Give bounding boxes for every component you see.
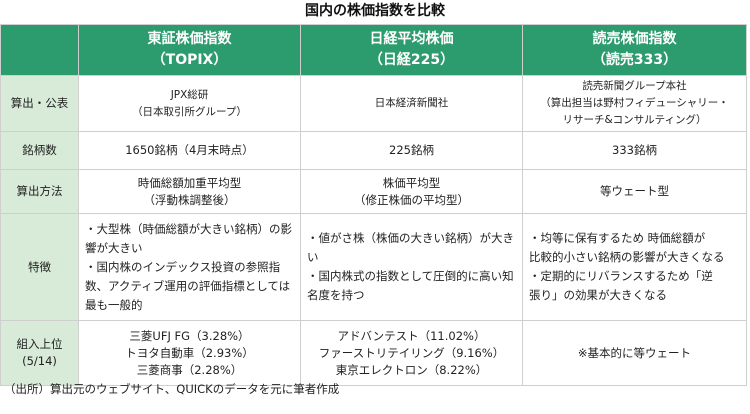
row-calculation-method: 算出方法 時価総額加重平均型 （浮動株調整後） 株価平均型 （修正株価の平均型）… (0, 169, 747, 214)
cell-line: （日本取引所グループ） (132, 105, 247, 118)
row-constituent-count: 銘柄数 1650銘柄（4月末時点） 225銘柄 333銘柄 (0, 131, 747, 170)
page-title: 国内の株価指数を比較 (305, 3, 445, 19)
cell-line: い (307, 250, 319, 264)
cell-line: ・均等に保有するため 時価総額が (529, 231, 706, 245)
cell-line: （算出担当は野村フィデューシャリー・ (540, 97, 729, 109)
header-nikkei: 日経平均株価 （日経225） (300, 24, 523, 76)
cell-line: 三菱商事（2.28%） (136, 362, 243, 377)
row-top-holdings: 組入上位 (5/14) 三菱UFJ FG（3.28%） トヨタ自動車（2.93%… (0, 320, 747, 386)
cell-line: アドバンテスト（11.02%） (337, 328, 486, 343)
cell-feature-nikkei: ・値がさ株（株価の大きい銘柄）が大き い ・国内株式の指数として圧倒的に高い知 … (300, 213, 523, 321)
cell-top-yomiuri: ※基本的に等ウェート (522, 320, 747, 386)
cell-line: 株価平均型 (382, 175, 441, 190)
source-note: （出所）算出元のウェブサイト、QUICKのデータを元に筆者作成 (4, 382, 340, 396)
cell-method-yomiuri: 等ウェート型 (522, 169, 747, 214)
cell-feature-yomiuri: ・均等に保有するため 時価総額が 比較的小さい銘柄の影響が大きくなる ・定期的に… (522, 213, 747, 321)
row-label-top: 組入上位 (5/14) (0, 320, 79, 386)
cell-feature-topix: ・大型株（時価総額が大きい銘柄）の影 響が大きい ・国内株のインデックス投資の参… (78, 213, 301, 321)
cell-line: 張り」の効果が大きくなる (529, 288, 667, 302)
header-nikkei-name: 日経平均株価 (369, 31, 454, 47)
cell-line: ・値がさ株（株価の大きい銘柄）が大き (307, 231, 514, 245)
cell-line: 名度を持つ (307, 288, 365, 302)
row-label-method: 算出方法 (0, 169, 79, 214)
header-yomiuri: 読売株価指数 （読売333） (522, 24, 747, 76)
header-nikkei-abbr: （日経225） (368, 52, 455, 68)
row-label-count: 銘柄数 (0, 131, 79, 170)
row-label-line: 組入上位 (16, 337, 63, 351)
cell-calc-yomiuri: 読売新聞グループ本社 （算出担当は野村フィデューシャリー・ リサーチ&コンサルテ… (522, 75, 747, 132)
cell-count-topix: 1650銘柄（4月末時点） (78, 131, 301, 170)
cell-line: 日本経済新聞社 (374, 97, 449, 109)
cell-line: JPX総研 (170, 88, 209, 101)
cell-line: 東京エレクトロン（8.22%） (335, 362, 488, 377)
cell-line: ・国内株のインデックス投資の参照指 (85, 259, 281, 274)
cell-line: 三菱UFJ FG（3.28%） (129, 328, 250, 343)
cell-line: トヨタ自動車（2.93%） (125, 345, 254, 360)
header-row: 東証株価指数 （TOPIX） 日経平均株価 （日経225） 読売株価指数 （読売… (0, 24, 747, 76)
cell-method-nikkei: 株価平均型 （修正株価の平均型） (300, 169, 523, 214)
cell-calc-nikkei: 日本経済新聞社 (300, 75, 523, 132)
row-label-calc: 算出・公表 (0, 75, 79, 132)
cell-line: 最も一般的 (85, 297, 143, 312)
cell-line: 比較的小さい銘柄の影響が大きくなる (529, 250, 725, 264)
cell-line: （修正株価の平均型） (354, 192, 469, 207)
header-yomiuri-name: 読売株価指数 (592, 31, 677, 47)
header-topix-abbr: （TOPIX） (151, 52, 228, 68)
cell-top-nikkei: アドバンテスト（11.02%） ファーストリテイリング（9.16%） 東京エレク… (300, 320, 523, 386)
cell-line: ファーストリテイリング（9.16%） (318, 345, 505, 360)
header-topix: 東証株価指数 （TOPIX） (78, 24, 301, 76)
cell-top-topix: 三菱UFJ FG（3.28%） トヨタ自動車（2.93%） 三菱商事（2.28%… (78, 320, 301, 386)
cell-count-nikkei: 225銘柄 (300, 131, 523, 170)
cell-count-yomiuri: 333銘柄 (522, 131, 747, 170)
header-yomiuri-abbr: （読売333） (591, 52, 678, 68)
cell-line: （浮動株調整後） (143, 192, 236, 207)
cell-line: 等ウェート型 (600, 184, 669, 198)
cell-line: 響が大きい (85, 240, 143, 255)
cell-line: リサーチ&コンサルティング） (562, 114, 707, 126)
cell-line: ・大型株（時価総額が大きい銘柄）の影 (85, 221, 292, 236)
cell-line: 読売新聞グループ本社 (582, 80, 687, 92)
header-corner-cell (0, 24, 79, 76)
cell-line: ・国内株式の指数として圧倒的に高い知 (307, 269, 514, 283)
cell-calc-topix: JPX総研 （日本取引所グループ） (78, 75, 301, 132)
header-topix-name: 東証株価指数 (147, 31, 232, 47)
cell-line: 時価総額加重平均型 (137, 175, 242, 190)
cell-line: 数、アクティブ運用の評価指標としては (85, 278, 291, 293)
cell-method-topix: 時価総額加重平均型 （浮動株調整後） (78, 169, 301, 214)
row-calculation-publisher: 算出・公表 JPX総研 （日本取引所グループ） 日本経済新聞社 読売新聞グループ… (0, 75, 747, 132)
row-label-line: (5/14) (22, 354, 57, 368)
row-label-feature: 特徴 (0, 213, 79, 321)
cell-line: ・定期的にリバランスするため「逆 (529, 269, 713, 283)
comparison-table: 東証株価指数 （TOPIX） 日経平均株価 （日経225） 読売株価指数 （読売… (0, 24, 747, 386)
row-features: 特徴 ・大型株（時価総額が大きい銘柄）の影 響が大きい ・国内株のインデックス投… (0, 213, 747, 321)
cell-line: ※基本的に等ウェート (577, 345, 692, 360)
